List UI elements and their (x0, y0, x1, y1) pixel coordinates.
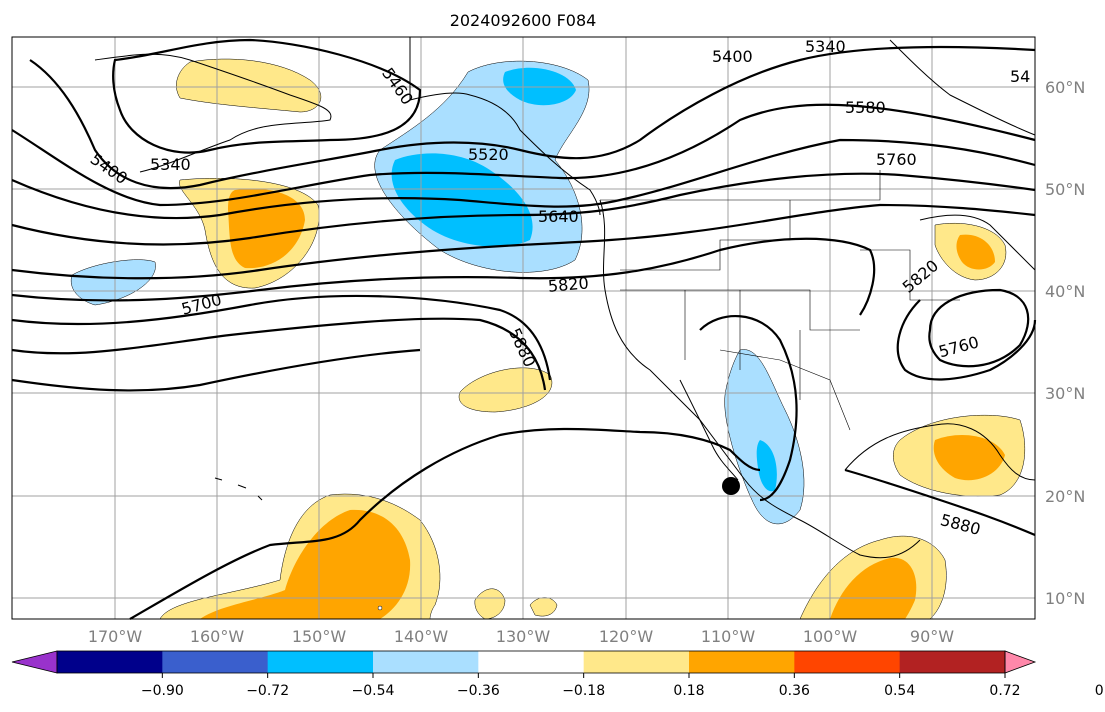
contour-label-5340-north: 5340 (805, 37, 846, 56)
colorbar-segment (162, 651, 269, 673)
lat-label-50n: 50°N (1045, 180, 1085, 199)
storm-position-dot (722, 477, 740, 495)
lon-label-150w: 150°W (292, 627, 347, 646)
lon-label-110w: 110°W (701, 627, 756, 646)
colorbar-segment (267, 651, 374, 673)
colorbar-segment (899, 651, 1006, 673)
positive-anomaly-alaska (176, 58, 321, 113)
colorbar-tick-label: 0.54 (884, 683, 915, 699)
political-borders (600, 170, 960, 431)
contour-label-truncated: 54 (1010, 67, 1030, 86)
contour-label-5520: 5520 (468, 145, 509, 164)
colorbar-tick-label: −0.18 (562, 683, 605, 699)
lon-label-130w: 130°W (496, 627, 551, 646)
contour-label-5760: 5760 (876, 150, 917, 169)
lon-label-120w: 120°W (599, 627, 654, 646)
colorbar-tick-label: −0.90 (141, 683, 184, 699)
lon-label-140w: 140°W (394, 627, 449, 646)
lon-label-160w: 160°W (190, 627, 245, 646)
map-frame-border (11, 36, 1036, 620)
colorbar-tick-label: 0.18 (673, 683, 704, 699)
colorbar: −0.90 −0.72 −0.54 −0.36 −0.18 0.18 0.36 0.54 0.7… (11, 650, 1105, 699)
colorbar-tick-label: −0.54 (352, 683, 395, 699)
colorbar-tick-label: −0.72 (246, 683, 289, 699)
colorbar-segment (689, 651, 795, 673)
lat-label-30n: 30°N (1045, 384, 1085, 403)
lon-label-90w: 90°W (910, 627, 954, 646)
lat-label-10n: 10°N (1045, 589, 1085, 608)
colorbar-segment (57, 651, 163, 673)
positive-anomaly-small (474, 588, 506, 620)
anomaly-shading (70, 58, 1026, 620)
lat-label-60n: 60°N (1045, 78, 1085, 97)
colorbar-segment (583, 651, 690, 673)
lon-label-100w: 100°W (803, 627, 858, 646)
lon-label-170w: 170°W (88, 627, 143, 646)
height-contours (11, 38, 1037, 620)
contour-label-5580: 5580 (845, 98, 886, 117)
colorbar-tick-label: 0.90 (1095, 683, 1105, 699)
colorbar-tick-label: 0.72 (989, 683, 1020, 699)
map-panel: 5340 5340 5400 5400 5460 5520 5580 5640 … (11, 36, 1037, 620)
longitude-labels: 170°W 160°W 150°W 140°W 130°W 120°W 110°… (88, 627, 954, 646)
contour-label-5820: 5820 (547, 273, 589, 295)
negative-anomaly-bc-core (503, 67, 576, 106)
colorbar-segment (794, 651, 901, 673)
colorbar-tick-label: −0.36 (457, 683, 500, 699)
contour-label-5640: 5640 (538, 207, 579, 226)
contour-label-5340: 5340 (150, 155, 191, 174)
colorbar-extend-low (11, 650, 58, 674)
colorbar-tick-label: 0.36 (779, 683, 810, 699)
lat-label-40n: 40°N (1045, 282, 1085, 301)
colorbar-segment (478, 651, 585, 673)
small-marker (377, 605, 383, 611)
negative-anomaly-west (70, 259, 156, 306)
map-title: 2024092600 F084 (450, 11, 597, 30)
latitude-labels: 60°N 50°N 40°N 30°N 20°N 10°N (1045, 78, 1085, 608)
positive-anomaly-subtropic (458, 367, 553, 413)
colorbar-segment (373, 651, 479, 673)
graticule (12, 37, 1035, 619)
lat-label-20n: 20°N (1045, 487, 1085, 506)
colorbar-border (56, 650, 1006, 674)
colorbar-extend-high (1004, 650, 1037, 674)
contour-label-5400: 5400 (712, 47, 753, 66)
